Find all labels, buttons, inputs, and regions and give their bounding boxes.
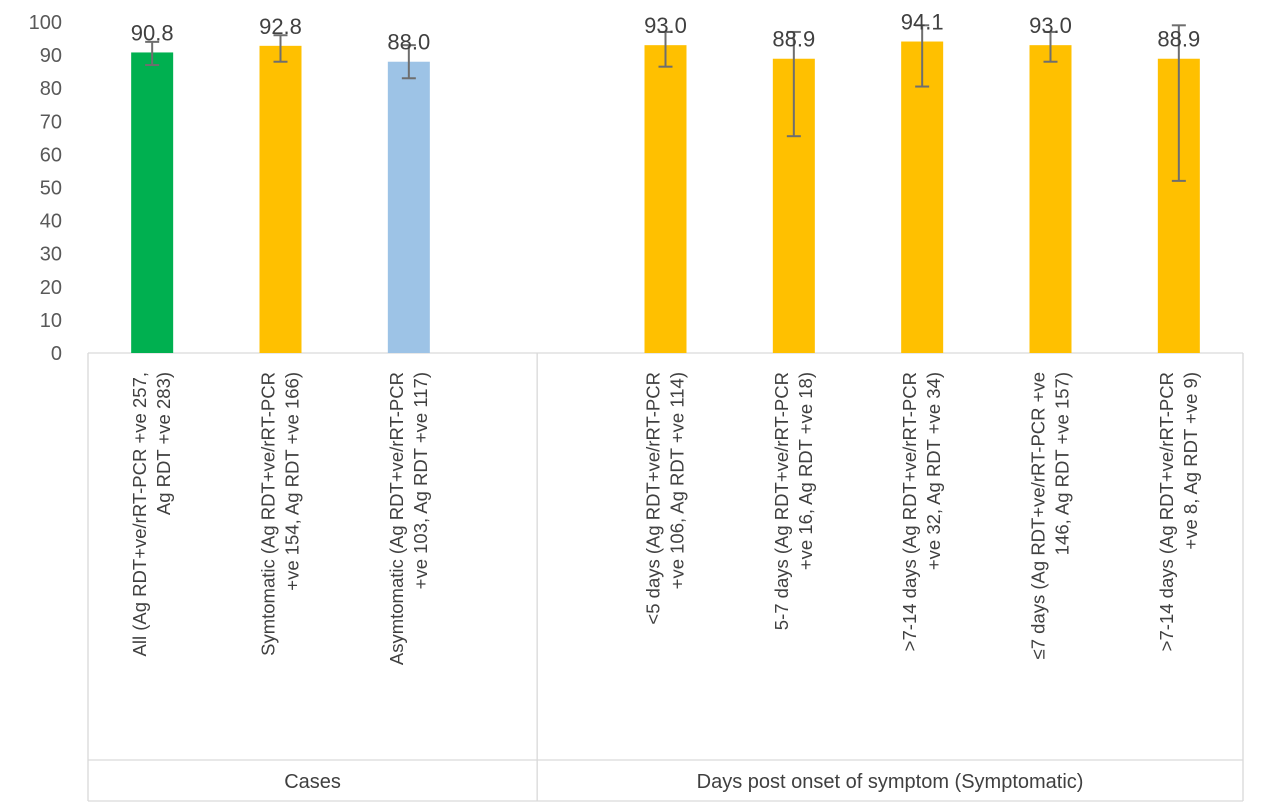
data-label: 88.0 bbox=[387, 30, 430, 55]
data-label: 88.9 bbox=[772, 27, 815, 52]
category-label-line: All (Ag RDT+ve/rRT-PCR +ve 257, bbox=[129, 372, 150, 656]
y-tick-label: 70 bbox=[40, 111, 62, 133]
category-label-line: >7-14 days (Ag RDT+ve/rRT-PCR bbox=[899, 372, 920, 651]
y-tick-label: 0 bbox=[51, 343, 62, 365]
y-tick-label: 30 bbox=[40, 244, 62, 266]
category-label: >7-14 days (Ag RDT+ve/rRT-PCR +ve 32, Ag … bbox=[899, 372, 944, 651]
y-tick-label: 60 bbox=[40, 144, 62, 166]
category-labels: All (Ag RDT+ve/rRT-PCR +ve 257, Ag RDT +v… bbox=[129, 372, 1201, 665]
category-label-line: <5 days (Ag RDT+ve/rRT-PCR bbox=[643, 372, 664, 625]
data-label: 93.0 bbox=[1029, 13, 1072, 38]
category-label: 5-7 days (Ag RDT+ve/rRT-PCR +ve 16, Ag RD… bbox=[771, 372, 816, 630]
data-label: 92.8 bbox=[259, 14, 302, 39]
category-label: Symtomatic (Ag RDT+ve/rRT-PCR +ve 154, Ag… bbox=[258, 372, 303, 656]
data-label: 90.8 bbox=[131, 20, 174, 45]
bar bbox=[1029, 45, 1072, 354]
category-label-line: +ve 16, Ag RDT +ve 18) bbox=[795, 372, 816, 570]
data-label: 94.1 bbox=[901, 10, 944, 35]
bar bbox=[901, 41, 944, 354]
group-label: Days post onset of symptom (Symptomatic) bbox=[697, 771, 1084, 793]
category-label: All (Ag RDT+ve/rRT-PCR +ve 257, Ag RDT +v… bbox=[129, 372, 174, 656]
category-label: ≤7 days (Ag RDT+ve/rRT-PCR +ve 146, Ag RD… bbox=[1028, 372, 1073, 659]
category-label-line: >7-14 days (Ag RDT+ve/rRT-PCR bbox=[1156, 372, 1177, 651]
data-label: 93.0 bbox=[644, 13, 687, 38]
bar bbox=[644, 45, 687, 354]
category-label-line: +ve 8, Ag RDT +ve 9) bbox=[1180, 372, 1201, 550]
bar bbox=[131, 52, 174, 354]
category-label-line: Symtomatic (Ag RDT+ve/rRT-PCR bbox=[258, 372, 279, 656]
category-label-line: 146, Ag RDT +ve 157) bbox=[1052, 372, 1073, 555]
y-tick-label: 80 bbox=[40, 78, 62, 100]
group-labels: Cases Days post onset of symptom (Symptom… bbox=[284, 771, 1083, 793]
category-label-line: ≤7 days (Ag RDT+ve/rRT-PCR +ve bbox=[1028, 372, 1049, 659]
y-tick-label: 90 bbox=[40, 45, 62, 67]
category-label: <5 days (Ag RDT+ve/rRT-PCR +ve 106, Ag RD… bbox=[643, 372, 688, 625]
category-label-line: +ve 32, Ag RDT +ve 34) bbox=[923, 372, 944, 570]
category-label-line: Ag RDT +ve 283) bbox=[153, 372, 174, 515]
category-label-line: Asymtomatic (Ag RDT+ve/rRT-PCR bbox=[386, 372, 407, 665]
category-label-line: +ve 103, Ag RDT +ve 117) bbox=[410, 372, 431, 589]
category-label: >7-14 days (Ag RDT+ve/rRT-PCR +ve 8, Ag R… bbox=[1156, 372, 1201, 651]
bar bbox=[387, 61, 430, 353]
bars: 90.8 92.8 88.0 93.0 88.9 94.1 93.0 88.9 bbox=[131, 10, 1200, 354]
y-tick-label: 10 bbox=[40, 310, 62, 332]
category-label-line: +ve 106, Ag RDT +ve 114) bbox=[667, 372, 688, 589]
category-label: Asymtomatic (Ag RDT+ve/rRT-PCR +ve 103, A… bbox=[386, 372, 431, 665]
y-tick-label: 100 bbox=[29, 12, 62, 34]
category-label-line: 5-7 days (Ag RDT+ve/rRT-PCR bbox=[771, 372, 792, 630]
y-tick-label: 20 bbox=[40, 277, 62, 299]
bar bbox=[259, 45, 302, 353]
category-label-line: +ve 154, Ag RDT +ve 166) bbox=[282, 372, 303, 591]
y-axis: 0 10 20 30 40 50 60 70 80 90 100 bbox=[29, 12, 62, 365]
y-tick-label: 50 bbox=[40, 178, 62, 200]
group-label: Cases bbox=[284, 771, 341, 793]
y-tick-label: 40 bbox=[40, 211, 62, 233]
data-label: 88.9 bbox=[1157, 27, 1200, 52]
